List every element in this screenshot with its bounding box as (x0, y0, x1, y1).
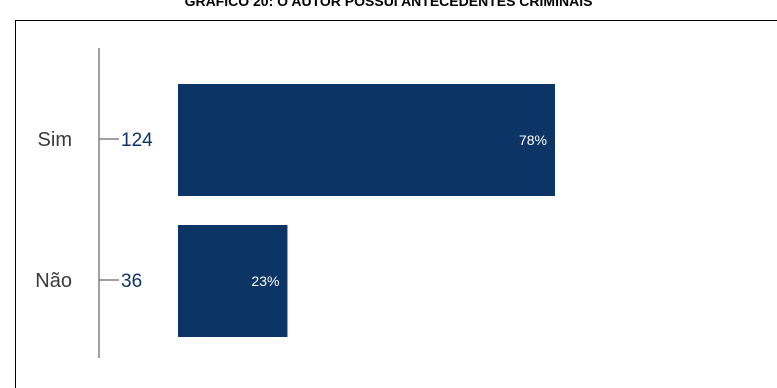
category-label-1: Não (35, 270, 72, 292)
bar-0 (178, 84, 555, 196)
count-label-0: 124 (121, 130, 153, 151)
chart-title: GRÁFICO 20: O AUTOR POSSUI ANTECEDENTES … (184, 0, 593, 9)
percent-label-1: 23% (251, 273, 279, 289)
count-label-1: 36 (121, 271, 142, 292)
percent-label-0: 78% (519, 132, 547, 148)
bar-1 (178, 225, 288, 337)
chart-frame (15, 20, 777, 388)
category-label-0: Sim (38, 129, 72, 151)
